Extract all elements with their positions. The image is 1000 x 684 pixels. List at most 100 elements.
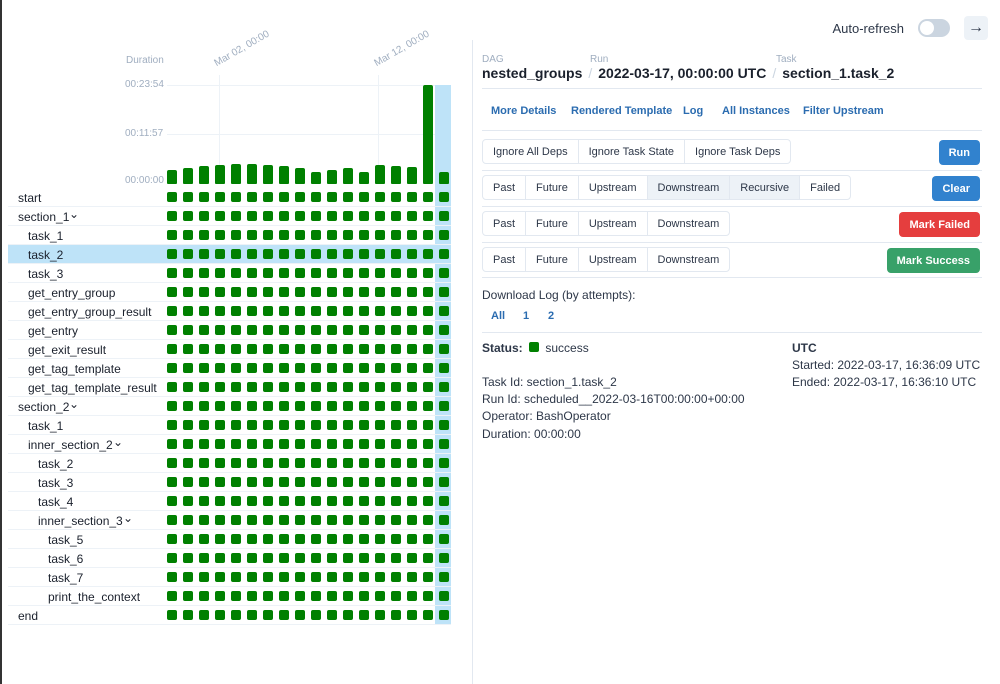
task-instance-square[interactable]: [423, 420, 433, 430]
task-instance-square[interactable]: [231, 287, 241, 297]
task-instance-square[interactable]: [279, 610, 289, 620]
task-instance-square[interactable]: [183, 306, 193, 316]
task-name[interactable]: get_entry: [28, 324, 79, 338]
task-instance-square[interactable]: [231, 192, 241, 202]
task-instance-square[interactable]: [215, 268, 225, 278]
task-instance-square[interactable]: [167, 382, 177, 392]
task-instance-square[interactable]: [391, 230, 401, 240]
task-instance-square[interactable]: [295, 458, 305, 468]
task-instance-square[interactable]: [311, 496, 321, 506]
task-instance-square[interactable]: [199, 382, 209, 392]
breadcrumb-run[interactable]: 2022-03-17, 00:00:00 UTC: [598, 65, 767, 81]
task-instance-square[interactable]: [247, 591, 257, 601]
task-instance-square[interactable]: [247, 306, 257, 316]
task-instance-square[interactable]: [327, 553, 337, 563]
task-instance-square[interactable]: [359, 439, 369, 449]
task-instance-square[interactable]: [167, 610, 177, 620]
task-row[interactable]: task_2: [8, 245, 451, 264]
task-instance-square[interactable]: [343, 325, 353, 335]
clear-option-future[interactable]: Future: [526, 176, 579, 199]
download-attempt-2[interactable]: 2: [548, 310, 555, 322]
task-name[interactable]: task_1: [28, 229, 64, 243]
task-instance-square[interactable]: [167, 572, 177, 582]
mark-success-option-downstream[interactable]: Downstream: [657, 253, 720, 266]
task-instance-square[interactable]: [263, 268, 273, 278]
task-instance-square[interactable]: [359, 401, 369, 411]
task-instance-square[interactable]: [375, 192, 385, 202]
task-instance-square[interactable]: [407, 591, 417, 601]
task-instance-square[interactable]: [423, 534, 433, 544]
task-instance-square[interactable]: [167, 230, 177, 240]
task-instance-square[interactable]: [263, 477, 273, 487]
task-instance-square[interactable]: [391, 401, 401, 411]
task-name[interactable]: task_7: [48, 571, 84, 585]
task-instance-square[interactable]: [423, 287, 433, 297]
task-instance-square[interactable]: [407, 363, 417, 373]
task-instance-square[interactable]: [183, 439, 193, 449]
task-name[interactable]: inner_section_3: [38, 514, 123, 528]
task-row[interactable]: print_the_context: [8, 587, 451, 606]
task-instance-square[interactable]: [391, 420, 401, 430]
task-instance-square[interactable]: [311, 230, 321, 240]
task-instance-square[interactable]: [391, 382, 401, 392]
task-instance-square[interactable]: [439, 458, 449, 468]
task-instance-square[interactable]: [359, 230, 369, 240]
task-instance-square[interactable]: [295, 382, 305, 392]
task-instance-square[interactable]: [231, 515, 241, 525]
task-row[interactable]: start: [8, 188, 451, 207]
duration-bar[interactable]: [247, 163, 257, 184]
task-instance-square[interactable]: [247, 382, 257, 392]
clear-option-downstream[interactable]: Downstream: [647, 176, 731, 199]
task-instance-square[interactable]: [311, 306, 321, 316]
task-instance-square[interactable]: [231, 211, 241, 221]
mark-success-option-future[interactable]: Future: [526, 248, 579, 271]
task-instance-square[interactable]: [407, 496, 417, 506]
task-instance-square[interactable]: [199, 572, 209, 582]
task-instance-square[interactable]: [231, 363, 241, 373]
task-instance-square[interactable]: [199, 553, 209, 563]
task-instance-square[interactable]: [391, 306, 401, 316]
task-instance-square[interactable]: [439, 515, 449, 525]
task-instance-square[interactable]: [247, 344, 257, 354]
task-instance-square[interactable]: [215, 515, 225, 525]
task-name[interactable]: section_2: [18, 400, 70, 414]
task-row[interactable]: get_entry_group: [8, 283, 451, 302]
task-instance-square[interactable]: [327, 420, 337, 430]
rendered-template-link[interactable]: Rendered Template: [571, 105, 673, 117]
task-instance-square[interactable]: [231, 268, 241, 278]
task-name[interactable]: get_tag_template: [28, 362, 121, 376]
task-instance-square[interactable]: [167, 458, 177, 468]
task-instance-square[interactable]: [263, 553, 273, 563]
task-instance-square[interactable]: [327, 458, 337, 468]
task-instance-square[interactable]: [343, 610, 353, 620]
task-instance-square[interactable]: [215, 192, 225, 202]
task-row[interactable]: task_1: [8, 226, 451, 245]
task-instance-square[interactable]: [439, 230, 449, 240]
task-instance-square[interactable]: [311, 249, 321, 259]
task-name[interactable]: task_5: [48, 533, 84, 547]
chevron-down-icon[interactable]: ⌄: [69, 397, 80, 411]
task-instance-square[interactable]: [343, 249, 353, 259]
task-instance-square[interactable]: [263, 534, 273, 544]
task-instance-square[interactable]: [199, 192, 209, 202]
task-instance-square[interactable]: [231, 382, 241, 392]
task-instance-square[interactable]: [183, 458, 193, 468]
task-instance-square[interactable]: [295, 439, 305, 449]
task-instance-square[interactable]: [295, 553, 305, 563]
filter-upstream-link[interactable]: Filter Upstream: [803, 105, 884, 117]
task-instance-square[interactable]: [247, 287, 257, 297]
task-instance-square[interactable]: [279, 553, 289, 563]
task-instance-square[interactable]: [407, 211, 417, 221]
auto-refresh-toggle[interactable]: [918, 19, 950, 37]
task-instance-square[interactable]: [279, 306, 289, 316]
task-instance-square[interactable]: [327, 306, 337, 316]
task-name[interactable]: get_tag_template_result: [28, 381, 157, 395]
task-instance-square[interactable]: [311, 325, 321, 335]
task-instance-square[interactable]: [199, 420, 209, 430]
task-instance-square[interactable]: [247, 610, 257, 620]
task-instance-square[interactable]: [231, 401, 241, 411]
task-instance-square[interactable]: [263, 287, 273, 297]
all-instances-link[interactable]: All Instances: [722, 105, 790, 117]
task-instance-square[interactable]: [359, 534, 369, 544]
task-instance-square[interactable]: [407, 458, 417, 468]
